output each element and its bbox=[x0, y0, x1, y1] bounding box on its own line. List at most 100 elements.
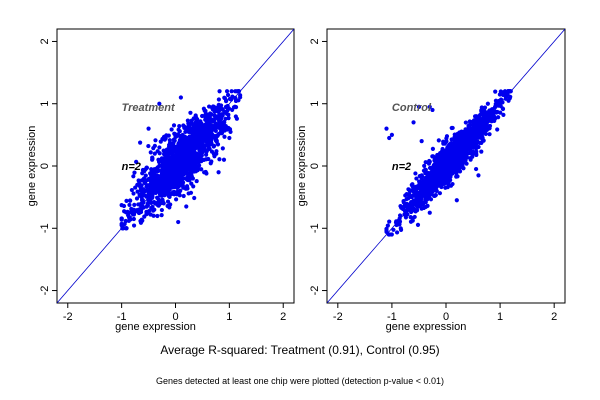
data-point bbox=[431, 181, 436, 186]
data-point bbox=[394, 230, 400, 235]
data-point bbox=[187, 134, 192, 139]
data-point bbox=[207, 115, 212, 120]
data-point bbox=[171, 167, 176, 173]
data-point bbox=[183, 129, 188, 134]
data-point bbox=[131, 223, 137, 228]
data-point bbox=[423, 160, 428, 165]
data-point bbox=[458, 163, 463, 168]
data-point bbox=[225, 92, 231, 98]
data-point bbox=[482, 109, 487, 114]
data-point bbox=[487, 132, 492, 137]
data-point bbox=[503, 96, 508, 101]
x-tick-label: -1 bbox=[387, 311, 397, 323]
data-point bbox=[212, 117, 217, 122]
data-point bbox=[152, 151, 157, 156]
data-point bbox=[428, 197, 434, 202]
data-point bbox=[384, 229, 389, 235]
data-point bbox=[475, 134, 480, 139]
data-point bbox=[421, 187, 426, 193]
data-point bbox=[461, 145, 466, 150]
data-point bbox=[149, 200, 154, 205]
data-point bbox=[485, 101, 490, 106]
outlier-point bbox=[419, 138, 424, 144]
data-point bbox=[430, 146, 436, 151]
y-tick-label: 2 bbox=[309, 38, 321, 44]
data-point bbox=[134, 159, 139, 164]
data-point bbox=[454, 166, 459, 171]
data-point bbox=[138, 209, 144, 215]
data-point bbox=[172, 138, 177, 143]
data-point bbox=[436, 180, 441, 185]
data-point bbox=[142, 214, 147, 219]
data-point bbox=[171, 142, 176, 147]
data-point bbox=[440, 172, 445, 178]
data-point bbox=[175, 183, 180, 188]
data-point bbox=[190, 176, 196, 181]
data-point bbox=[427, 159, 432, 164]
data-point bbox=[222, 95, 227, 100]
data-point bbox=[155, 213, 160, 219]
data-point bbox=[159, 213, 164, 218]
data-point bbox=[207, 146, 212, 151]
outlier-point bbox=[384, 126, 389, 131]
data-point bbox=[160, 136, 165, 142]
data-point bbox=[443, 149, 448, 154]
y-tick-label: -1 bbox=[309, 223, 321, 233]
data-point bbox=[217, 89, 222, 94]
data-point bbox=[205, 129, 211, 134]
data-point bbox=[467, 150, 472, 156]
data-point bbox=[127, 215, 132, 220]
data-point bbox=[443, 169, 448, 174]
data-point bbox=[212, 143, 217, 148]
data-point bbox=[419, 173, 424, 178]
data-point bbox=[217, 157, 222, 162]
data-point bbox=[194, 178, 199, 184]
data-point bbox=[442, 141, 448, 146]
data-point bbox=[406, 196, 411, 201]
data-point bbox=[129, 187, 134, 193]
data-point bbox=[228, 129, 233, 134]
data-point bbox=[204, 123, 209, 128]
data-point bbox=[178, 180, 183, 185]
outlier-point bbox=[430, 107, 435, 113]
outlier-point bbox=[184, 204, 189, 209]
data-point bbox=[148, 150, 153, 155]
data-point bbox=[161, 201, 166, 206]
data-point bbox=[167, 205, 172, 210]
data-point bbox=[166, 133, 171, 138]
data-point bbox=[433, 192, 438, 198]
data-point bbox=[454, 146, 459, 151]
data-point bbox=[191, 145, 196, 150]
data-point bbox=[166, 193, 171, 198]
data-point bbox=[131, 216, 136, 222]
data-point bbox=[419, 176, 424, 181]
data-point bbox=[482, 128, 488, 133]
data-point bbox=[209, 159, 214, 164]
data-point bbox=[384, 226, 389, 231]
data-point bbox=[222, 134, 227, 139]
data-point bbox=[419, 199, 425, 205]
outlier-point bbox=[427, 210, 432, 215]
data-point bbox=[479, 149, 484, 154]
outlier-point bbox=[146, 126, 151, 131]
x-tick-label: -2 bbox=[333, 311, 343, 323]
data-point bbox=[423, 196, 429, 201]
y-tick-label: 1 bbox=[39, 101, 51, 107]
data-point bbox=[152, 187, 157, 192]
data-point bbox=[210, 107, 215, 112]
data-point bbox=[154, 168, 159, 174]
x-tick-label: 1 bbox=[497, 311, 503, 323]
data-point bbox=[183, 164, 189, 169]
data-point bbox=[471, 121, 476, 126]
data-point bbox=[457, 169, 463, 174]
data-point bbox=[493, 89, 498, 94]
data-point bbox=[185, 125, 190, 130]
data-point bbox=[147, 196, 152, 201]
data-point bbox=[199, 153, 204, 158]
data-point bbox=[470, 131, 475, 136]
data-point bbox=[192, 195, 197, 201]
outlier-point bbox=[427, 104, 432, 109]
y-axis-label: gene expression bbox=[26, 126, 38, 207]
data-point bbox=[161, 178, 166, 183]
data-point bbox=[498, 103, 503, 109]
